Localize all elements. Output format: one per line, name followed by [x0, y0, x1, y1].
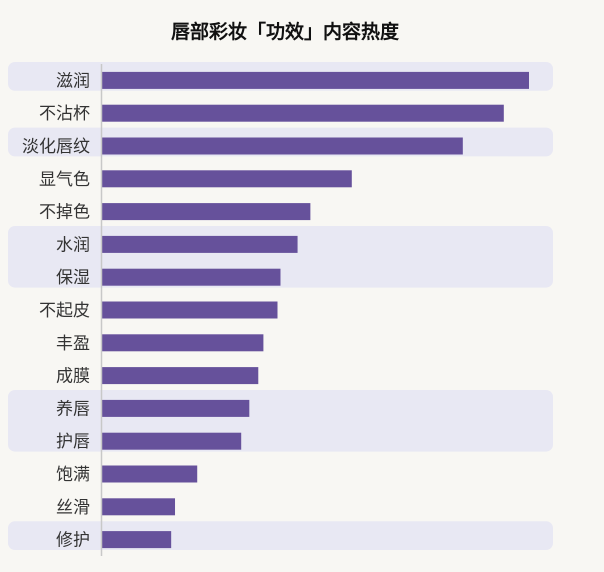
- category-label: 滋润: [56, 71, 90, 91]
- category-label: 不沾杯: [39, 104, 90, 124]
- category-label: 护唇: [56, 432, 90, 452]
- category-label: 养唇: [56, 399, 90, 419]
- bar: [102, 170, 352, 188]
- chart-title: 唇部彩妆「功效」内容热度: [171, 20, 400, 43]
- category-label: 淡化唇纹: [22, 137, 90, 157]
- bars: [102, 71, 529, 549]
- bar: [102, 268, 281, 286]
- bar: [102, 334, 264, 352]
- category-label: 不掉色: [39, 203, 90, 223]
- category-label: 保湿: [56, 268, 90, 288]
- bar: [102, 498, 176, 516]
- category-label: 修护: [56, 531, 90, 551]
- bar: [102, 104, 504, 122]
- bar: [102, 301, 278, 319]
- bar: [102, 432, 242, 450]
- category-label: 丰盈: [56, 334, 90, 354]
- category-label: 水润: [56, 235, 90, 255]
- bar: [102, 235, 298, 253]
- category-label: 成膜: [56, 367, 90, 387]
- bar: [102, 531, 172, 549]
- bar: [102, 71, 529, 89]
- category-label: 显气色: [39, 170, 90, 190]
- category-label: 丝滑: [56, 498, 90, 518]
- bar: [102, 399, 250, 417]
- bar: [102, 367, 259, 385]
- category-label: 饱满: [56, 465, 90, 485]
- bar: [102, 465, 198, 483]
- bar: [102, 137, 463, 155]
- category-label: 不起皮: [39, 301, 90, 321]
- bar: [102, 203, 311, 221]
